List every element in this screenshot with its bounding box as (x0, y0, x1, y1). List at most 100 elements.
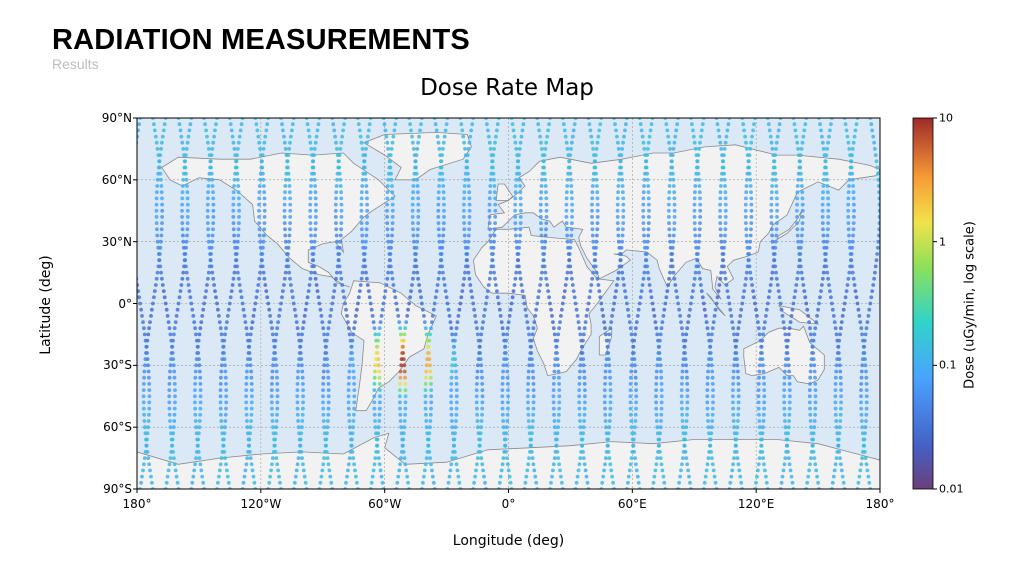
dose-point (655, 431, 660, 436)
dose-point (660, 320, 665, 324)
dose-point (466, 184, 471, 188)
dose-point (300, 412, 305, 417)
dose-point (144, 351, 148, 355)
dose-point (568, 264, 573, 269)
dose-point (372, 326, 377, 331)
dose-point (480, 326, 485, 331)
dose-point (466, 239, 471, 244)
dose-point (710, 375, 715, 380)
dose-point (736, 406, 741, 411)
dose-point (321, 388, 325, 392)
dose-point (723, 208, 728, 213)
dose-point (393, 122, 398, 127)
dose-point (770, 184, 774, 188)
dose-point (152, 295, 156, 300)
dose-point (759, 443, 764, 448)
dose-point (767, 128, 772, 133)
dose-point (573, 301, 578, 306)
dose-point (415, 184, 420, 188)
dose-point (268, 314, 272, 318)
dose-point (399, 431, 404, 436)
dose-point (479, 419, 484, 423)
dose-point (488, 239, 493, 244)
dose-point (784, 437, 789, 442)
dose-point (795, 233, 800, 238)
dose-point (338, 233, 343, 238)
dose-point (193, 400, 197, 405)
dose-point (794, 134, 799, 139)
dose-point (398, 388, 402, 392)
dose-point (488, 227, 492, 232)
dose-point (129, 221, 133, 225)
dose-point (282, 202, 287, 207)
dose-point (656, 351, 661, 355)
dose-point (197, 425, 202, 430)
dose-point (581, 338, 585, 343)
dose-point (658, 456, 663, 460)
dose-point (579, 437, 584, 442)
dose-point (704, 468, 709, 473)
dose-point (288, 196, 292, 201)
dose-point (641, 140, 646, 145)
dose-point (295, 326, 300, 331)
dose-point (616, 276, 620, 281)
dose-point (185, 276, 190, 281)
dose-point (137, 134, 140, 139)
dose-point (275, 375, 279, 380)
dose-point (705, 400, 710, 405)
dose-point (560, 301, 565, 306)
dose-point (211, 202, 216, 207)
dose-point (159, 233, 164, 238)
dose-point (385, 208, 389, 213)
dose-point (618, 165, 622, 170)
dose-point (821, 184, 826, 188)
dose-point (513, 208, 517, 213)
dose-point (866, 474, 871, 479)
dose-point (641, 215, 646, 219)
dose-point (404, 468, 409, 473)
x-axis-label: Longitude (deg) (452, 533, 565, 549)
dose-point (349, 344, 354, 349)
dose-point (193, 388, 197, 392)
dose-point (615, 208, 620, 213)
dose-point (359, 215, 364, 219)
dose-point (850, 264, 854, 269)
dose-point (349, 351, 353, 355)
dose-point (260, 153, 265, 158)
dose-point (699, 128, 704, 133)
dose-point (688, 307, 692, 312)
dose-point (531, 419, 535, 423)
dose-point (198, 382, 203, 386)
dose-point (249, 406, 254, 411)
dose-point (557, 462, 561, 467)
dose-point (617, 171, 622, 176)
dose-point (776, 289, 781, 293)
dose-point (467, 190, 472, 195)
dose-point (487, 140, 492, 145)
dose-point (464, 252, 469, 256)
dose-point (541, 252, 545, 256)
dose-point (620, 233, 625, 238)
dose-point (193, 419, 198, 423)
dose-point (262, 190, 267, 195)
dose-point (615, 221, 620, 226)
dose-point (470, 122, 475, 127)
dose-point (371, 320, 376, 324)
dose-point (269, 394, 274, 399)
dose-point (295, 375, 300, 380)
dose-point (213, 128, 217, 133)
dose-point (155, 147, 160, 151)
dose-point (454, 326, 459, 331)
dose-point (596, 134, 601, 139)
dose-point (756, 326, 761, 331)
dose-point (349, 437, 353, 442)
dose-point (682, 351, 686, 355)
dose-point (268, 474, 272, 479)
dose-point (346, 400, 351, 405)
dose-point (436, 221, 441, 226)
dose-point (732, 363, 736, 368)
dose-point (875, 252, 880, 256)
dose-point (633, 332, 637, 337)
dose-point (623, 289, 627, 293)
dose-point (197, 456, 202, 460)
